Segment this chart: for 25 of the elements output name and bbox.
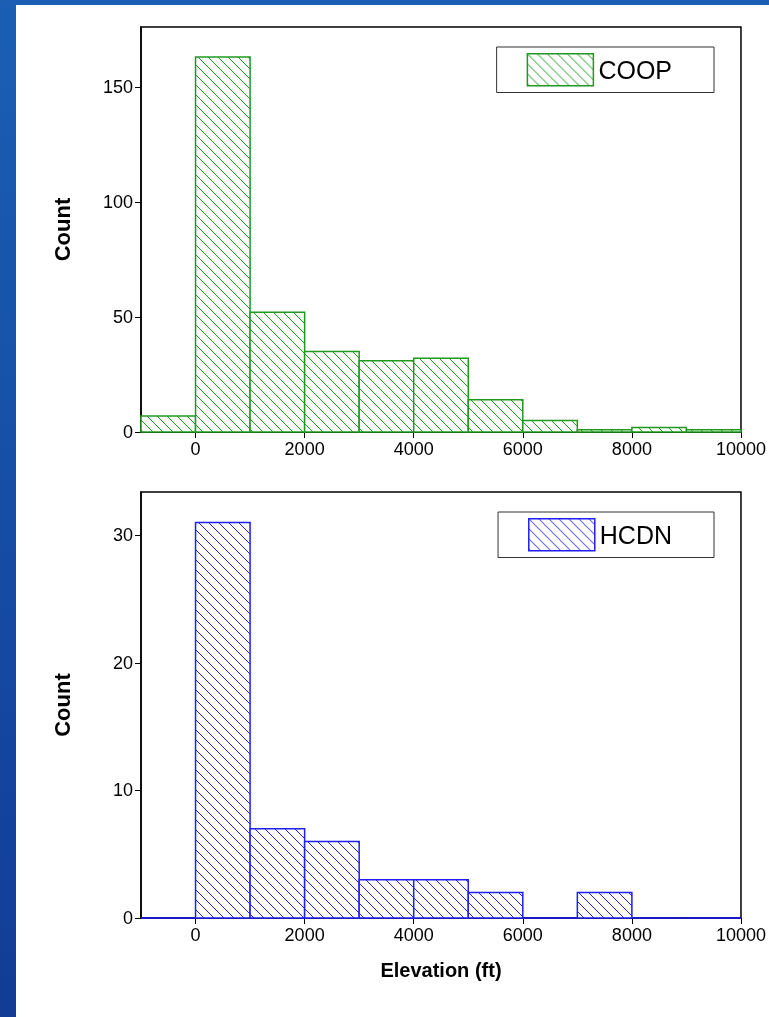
x-tick-label: 10000 [715, 925, 766, 945]
y-tick-label: 30 [112, 525, 133, 546]
y-tick-label: 0 [122, 422, 133, 442]
x-tick-label: 8000 [611, 439, 652, 459]
legend-label: HCDN [599, 520, 672, 549]
y-axis-title: Count [49, 672, 75, 737]
x-tick-label: 2000 [284, 925, 325, 945]
x-tick-label: 6000 [502, 439, 543, 459]
x-tick-label: 4000 [393, 925, 434, 945]
x-tick-label: 2000 [284, 439, 325, 459]
y-tick-label: 10 [112, 780, 133, 801]
y-tick-label: 50 [112, 306, 133, 327]
x-tick-label: 4000 [393, 439, 434, 459]
x-tick-label: 0 [190, 439, 201, 459]
y-axis-title: Count [49, 197, 75, 262]
x-tick-label: 0 [190, 925, 201, 945]
y-tick-label: 100 [102, 191, 133, 212]
legend-label: COOP [598, 55, 672, 84]
y-tick-label: 20 [112, 652, 133, 673]
x-tick-label: 6000 [502, 925, 543, 945]
x-axis-title: Elevation (ft) [380, 959, 502, 981]
x-tick-label: 10000 [715, 439, 766, 459]
y-tick-label: 150 [102, 76, 133, 97]
x-tick-label: 8000 [611, 925, 652, 945]
y-tick-label: 0 [122, 908, 133, 928]
